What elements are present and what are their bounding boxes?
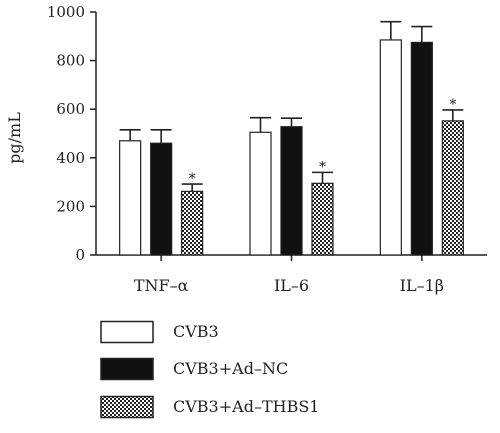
legend-label-2: CVB3+Ad–THBS1 (173, 397, 319, 416)
axes: 0 200 400 600 800 1000 TNF–α IL–6 IL–1β (47, 3, 487, 295)
bar-1-1 (280, 126, 303, 256)
legend-label-0: CVB3 (173, 322, 219, 341)
bar-1-0 (150, 142, 173, 256)
bars: * * * (119, 20, 464, 256)
y-tick-label: 1000 (47, 3, 85, 21)
y-tick-label: 800 (56, 52, 85, 70)
y-axis-label: pg/mL (5, 112, 24, 164)
legend-swatch-0 (100, 320, 154, 344)
y-tick-label: 200 (56, 197, 85, 215)
legend-swatch-1 (100, 357, 154, 381)
x-tick-label: TNF–α (134, 276, 189, 295)
x-tick-label: IL–1β (400, 276, 444, 295)
legend-swatch-2 (100, 395, 154, 419)
y-tick-label: 0 (75, 246, 85, 264)
bar-0-2 (379, 39, 402, 256)
bar-1-2 (410, 41, 433, 256)
significance-marker: * (189, 171, 196, 187)
bar-2-1 (311, 182, 334, 256)
bar-0-1 (249, 131, 272, 256)
bar-2-2 (441, 120, 464, 256)
y-tick-label: 600 (56, 100, 85, 118)
bar-0-0 (119, 140, 142, 256)
x-tick-label: IL–6 (274, 276, 309, 295)
significance-marker: * (449, 97, 456, 113)
legend: CVB3 CVB3+Ad–NC CVB3+Ad–THBS1 (100, 320, 319, 419)
y-tick-label: 400 (56, 149, 85, 167)
significance-marker: * (319, 159, 326, 175)
legend-label-1: CVB3+Ad–NC (173, 359, 288, 378)
bar-2-0 (181, 190, 204, 256)
